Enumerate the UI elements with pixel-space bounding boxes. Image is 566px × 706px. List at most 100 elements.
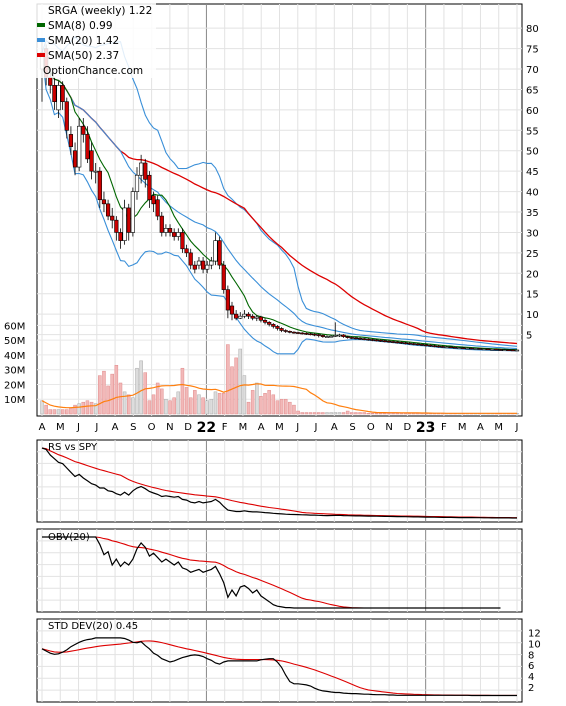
candle-body [97,170,102,201]
volume-bar [131,397,135,415]
volume-bar [312,412,317,415]
candle-body [469,347,474,350]
rs-vs-spy-line [41,447,517,519]
volume-bar [246,401,251,415]
price-tick-label: 70 [526,65,539,76]
candle-body [510,349,515,352]
price-tick-label: 15 [526,290,539,301]
sma8-label: SMA(8) 0.99 [48,20,113,32]
rs-label: RS vs SPY [48,442,98,453]
month-tick-label: A [477,422,484,433]
volume-bar [279,398,284,415]
month-tick-label: M [56,422,65,433]
volume-bar [102,370,106,415]
price-tick-label: 80 [526,24,539,35]
candle-body [329,335,334,338]
volume-bar [337,412,342,415]
volume-bar [77,403,81,415]
candle-body [163,228,169,233]
candle-body [473,348,478,350]
volume-bar [69,407,73,415]
volume-bar [354,412,358,415]
volume-bar [362,412,366,415]
candle-body [411,343,416,345]
candle-body [77,125,82,168]
candle-body [258,316,264,321]
candle-body [271,324,276,327]
candle-body [64,101,69,131]
volume-bar [44,404,48,415]
volume-bar [122,391,127,415]
candle-body [254,316,259,319]
candle-body [399,342,404,344]
candle-body [155,199,160,217]
candle-body [110,215,115,221]
candle-body [114,219,119,233]
candle-body [184,248,189,254]
candle-body [188,252,193,266]
candle-body [312,333,317,336]
volume-bar [184,387,189,415]
volume-bar [89,401,94,415]
volume-bar [98,375,102,415]
candle-body [304,333,309,335]
candle-body [506,349,511,351]
volume-bar [350,412,354,415]
candle-body [457,347,462,349]
candle-body [89,150,94,172]
volume-bar [250,390,255,415]
candle-body [349,337,354,339]
volume-bar [147,400,152,415]
candle-body [48,76,53,86]
month-tick-label: J [515,422,519,433]
month-tick-label: A [39,422,46,433]
month-tick-label: M [494,422,503,433]
candle-body [68,134,74,147]
volume-bar [155,382,160,415]
month-tick-label: F [222,422,228,433]
volume-bar [238,348,243,415]
volume-bar [300,412,304,415]
candle-body [221,264,226,290]
candle-body [378,339,383,342]
volume-tick-label: 20M [4,380,25,391]
candle-body [93,170,98,173]
sma8-line [41,52,518,351]
volume-bar [197,394,201,415]
volume-bar [395,413,399,415]
candle-body [81,125,86,135]
volume-bar [110,373,114,415]
candle-body [250,315,255,319]
candle-body [196,260,202,266]
month-tick-label: M [275,422,284,433]
candle-body [118,232,123,241]
month-tick-label: J [314,422,318,433]
obv-label: OBV(20) [48,532,90,543]
price-tick-label: 75 [526,45,539,56]
volume-bar [292,404,296,415]
month-tick-label: D [184,422,192,433]
volume-bar [209,398,214,415]
candle-body [403,342,408,345]
price-tick-label: 30 [526,228,539,239]
candle-body [333,335,338,337]
candle-body [485,348,491,351]
candle-body [452,346,458,349]
volume-bar [387,413,391,415]
volume-bar [288,401,292,415]
candle-body [291,331,297,334]
candle-body [60,85,65,103]
candle-body [176,232,181,237]
month-tick-label: M [458,422,467,433]
candle-body [436,345,441,348]
candle-body [424,344,429,347]
candle-body [382,340,387,343]
candle-body [295,332,301,334]
volume-bar [56,409,61,415]
candle-body [432,345,437,347]
obv-line [42,536,501,609]
candle-body [143,162,148,180]
volume-bar [217,393,222,415]
month-tick-label: J [76,422,80,433]
volume-bar [201,397,205,415]
